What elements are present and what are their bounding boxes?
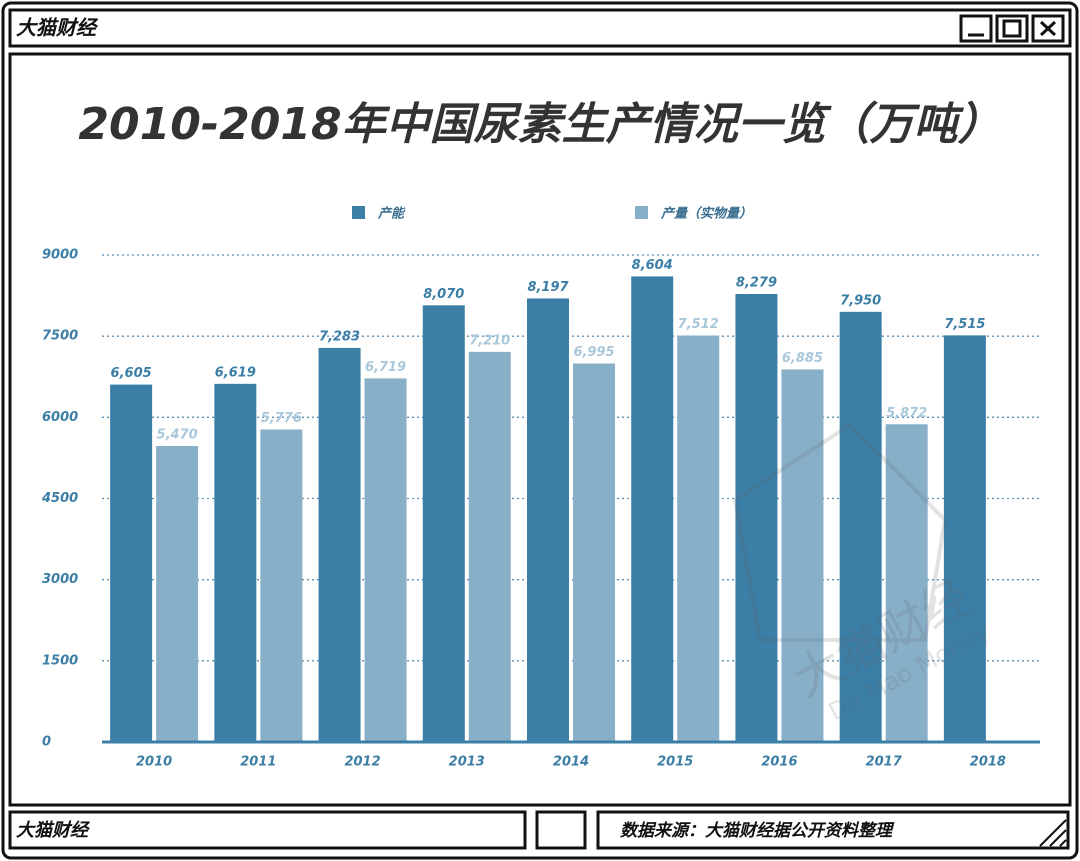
x-tick-label: 2013 (449, 755, 485, 770)
value-label: 6,719 (365, 360, 406, 375)
bar (677, 335, 720, 742)
bar (735, 294, 778, 742)
footer-brand: 大猫财经 (16, 820, 91, 841)
maximize-icon (1002, 19, 1022, 38)
chart-title: 2010-2018年中国尿素生产情况一览（万吨） (78, 99, 1001, 150)
bar (468, 351, 511, 742)
y-tick-label: 0 (42, 735, 51, 750)
bar (631, 276, 674, 742)
bar (781, 369, 824, 742)
y-tick-label: 9000 (42, 248, 78, 263)
bar (573, 363, 615, 742)
value-label: 5,776 (261, 411, 302, 426)
legend-swatch (352, 206, 365, 219)
x-tick-label: 2016 (761, 755, 797, 770)
value-label: 8,070 (423, 287, 464, 302)
footer-source: 数据来源：大猫财经据公开资料整理 (620, 821, 895, 841)
bar (110, 384, 153, 742)
bar (943, 335, 986, 742)
bar (839, 311, 882, 742)
value-label: 6,995 (573, 345, 614, 360)
value-label: 8,604 (632, 258, 673, 273)
x-tick-label: 2011 (240, 755, 276, 770)
value-label: 6,605 (111, 366, 152, 381)
x-tick-label: 2017 (866, 755, 903, 770)
x-tick-label: 2014 (553, 755, 589, 770)
footer-box (596, 810, 1070, 850)
legend-swatch (635, 206, 648, 219)
title-bar (8, 8, 1072, 48)
bar (364, 378, 407, 742)
footer-box (8, 810, 527, 850)
value-label: 7,515 (944, 317, 985, 332)
value-label: 7,950 (840, 293, 881, 308)
value-label: 7,210 (469, 333, 510, 348)
footer-box (535, 810, 587, 850)
window-buttons[interactable] (959, 14, 1065, 43)
value-label: 7,283 (319, 329, 360, 344)
bar (318, 347, 361, 742)
y-tick-label: 4500 (41, 491, 78, 506)
x-tick-label: 2015 (657, 755, 693, 770)
bar (422, 305, 465, 742)
minimize-button[interactable] (959, 14, 993, 43)
value-label: 5,470 (157, 428, 198, 443)
bar (260, 429, 303, 742)
bar (885, 424, 928, 742)
legend-label: 产量（实物量） (660, 206, 752, 222)
watermark-icon (732, 422, 948, 642)
value-label: 8,279 (736, 276, 777, 291)
x-tick-label: 2010 (136, 755, 172, 770)
value-label: 8,197 (527, 280, 569, 295)
legend-label: 产能 (377, 206, 406, 222)
value-label: 6,619 (215, 365, 256, 380)
value-label: 7,512 (678, 317, 719, 332)
y-tick-label: 7500 (42, 329, 78, 344)
y-tick-label: 3000 (42, 572, 78, 587)
value-label: 5,872 (886, 406, 927, 421)
bar (156, 446, 199, 742)
y-tick-label: 1500 (42, 653, 78, 668)
brand: 大猫财经 (16, 16, 99, 40)
bar (214, 383, 257, 742)
x-tick-label: 2018 (970, 755, 1006, 770)
value-label: 6,885 (782, 351, 823, 366)
close-icon (1039, 20, 1057, 37)
bar (527, 298, 569, 742)
footer-hatch (1039, 819, 1067, 847)
x-tick-label: 2012 (344, 755, 380, 770)
y-tick-label: 6000 (42, 410, 78, 425)
